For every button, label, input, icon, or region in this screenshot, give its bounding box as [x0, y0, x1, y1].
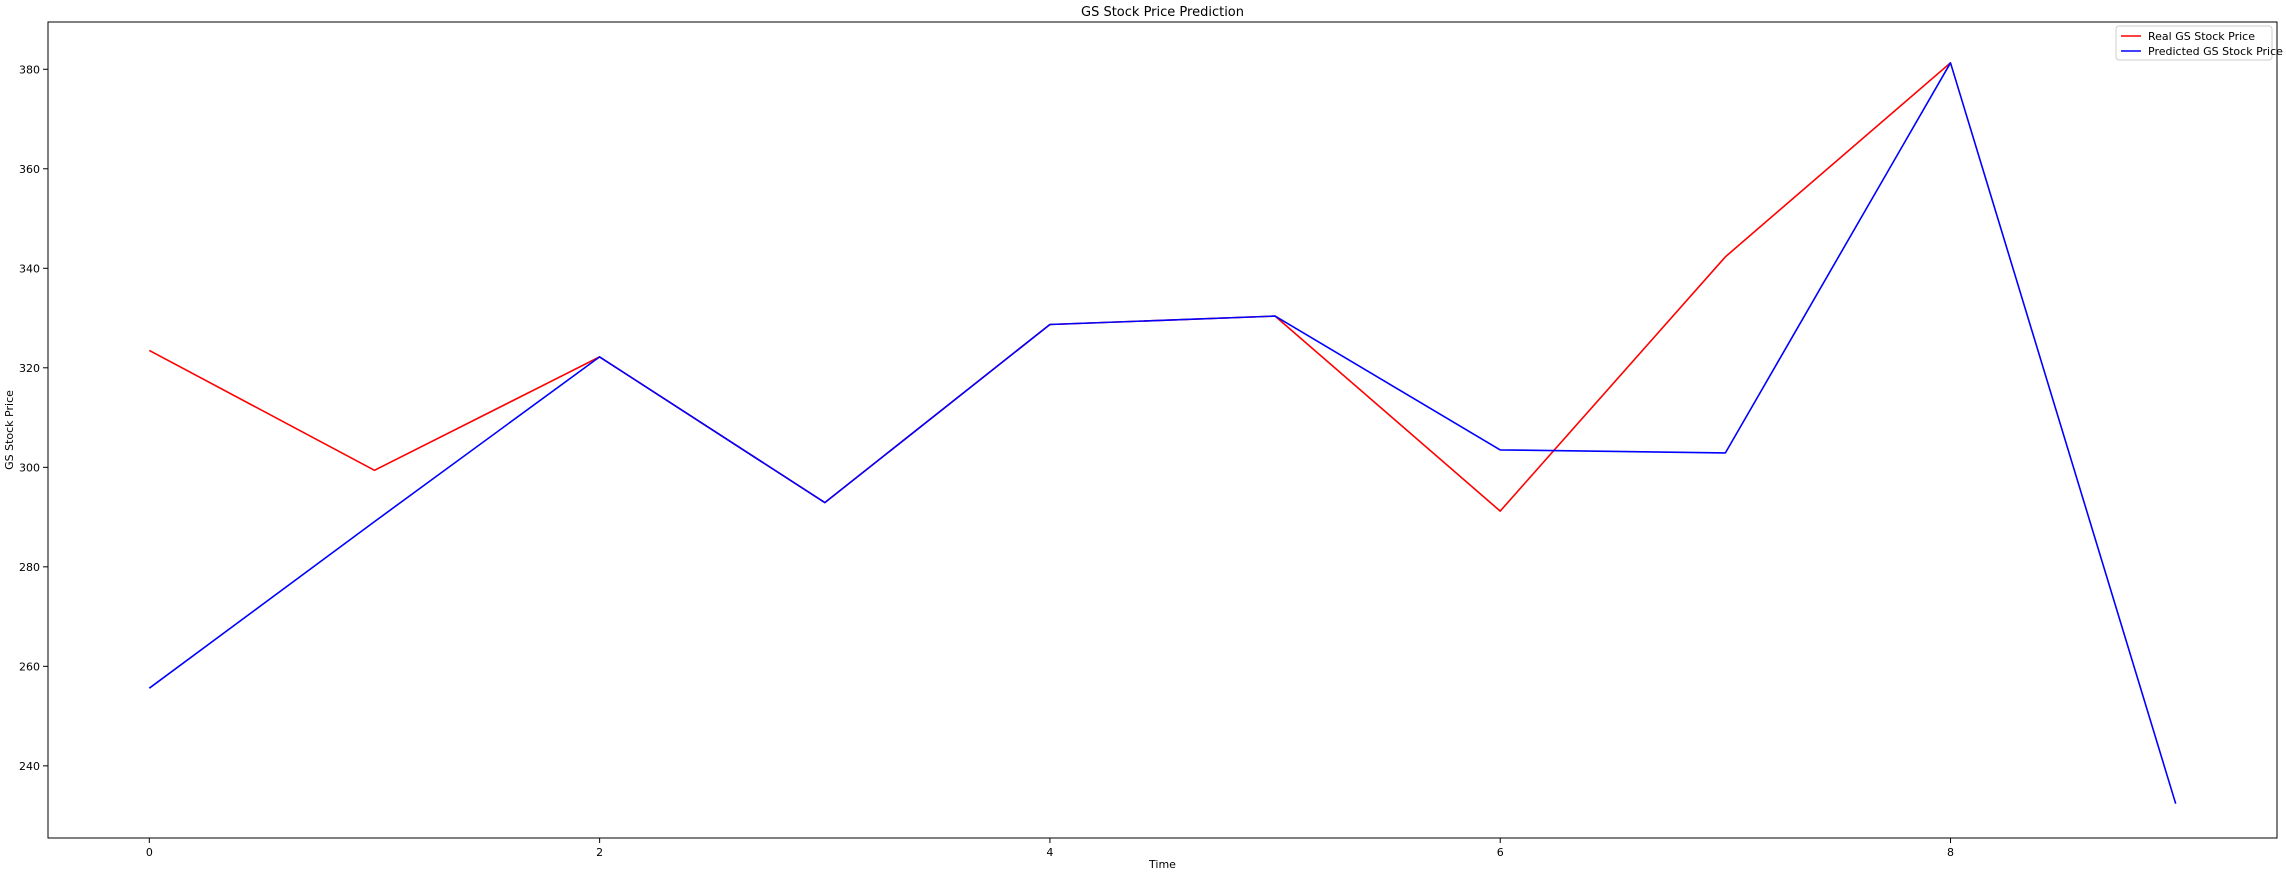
- y-tick-label: 260: [19, 660, 40, 673]
- y-tick-label: 280: [19, 561, 40, 574]
- legend-label: Real GS Stock Price: [2148, 30, 2255, 43]
- x-tick-label: 8: [1947, 846, 1954, 859]
- x-tick-label: 4: [1046, 846, 1053, 859]
- x-tick-label: 2: [596, 846, 603, 859]
- legend-box: [2115, 25, 2273, 61]
- y-tick-label: 240: [19, 760, 40, 773]
- legend-label: Predicted GS Stock Price: [2148, 45, 2283, 58]
- x-axis-title: Time: [1148, 858, 1176, 871]
- y-tick-label: 300: [19, 461, 40, 474]
- y-axis-ticks: 240 260 280 300 320 340 360 380: [19, 63, 48, 773]
- y-tick-label: 380: [19, 63, 40, 76]
- series-lines: [148, 61, 2177, 804]
- x-tick-label: 6: [1497, 846, 1504, 859]
- x-tick-label: 0: [146, 846, 153, 859]
- y-axis-title: GS Stock Price: [3, 390, 16, 470]
- y-tick-label: 360: [19, 163, 40, 176]
- legend: Real GS Stock Price Predicted GS Stock Pr…: [2115, 25, 2283, 61]
- y-tick-label: 320: [19, 362, 40, 375]
- chart-title: GS Stock Price Prediction: [1081, 5, 1244, 20]
- plot-area: [47, 21, 2278, 839]
- x-axis-ticks: 0 2 4 6 8: [146, 838, 1954, 859]
- series-line-predicted: [148, 61, 2177, 804]
- y-tick-label: 340: [19, 262, 40, 275]
